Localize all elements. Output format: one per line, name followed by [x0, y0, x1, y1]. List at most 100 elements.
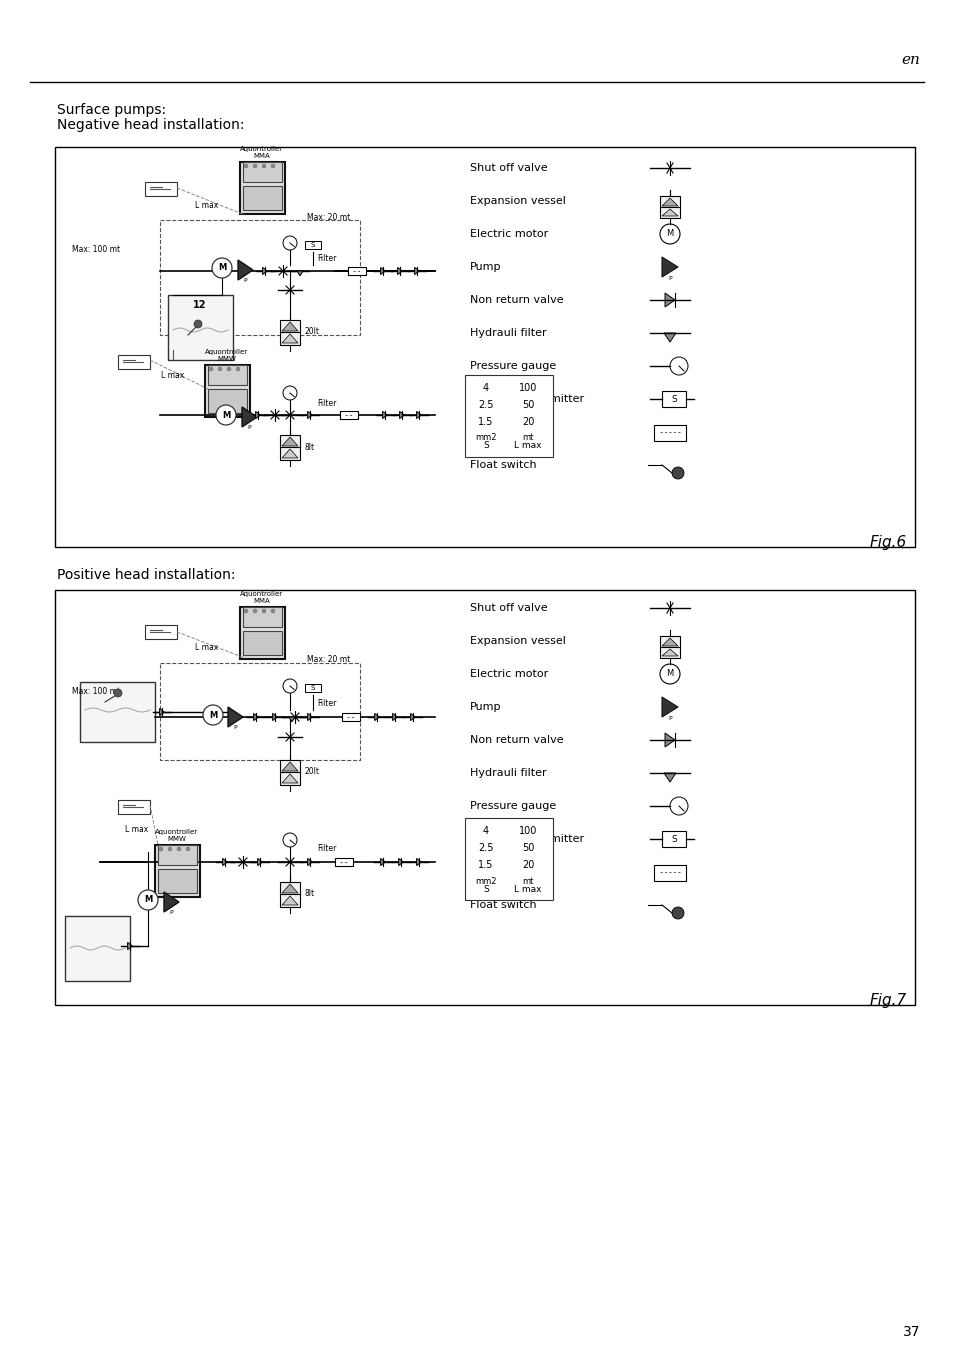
Circle shape: [186, 846, 190, 850]
Circle shape: [253, 164, 256, 168]
Circle shape: [669, 796, 687, 815]
Polygon shape: [282, 884, 297, 894]
Text: Filter: Filter: [317, 399, 336, 408]
Text: P: P: [233, 725, 237, 730]
Text: Max: 100 mt: Max: 100 mt: [71, 688, 120, 696]
Text: Shut off valve: Shut off valve: [470, 164, 547, 173]
Circle shape: [283, 237, 296, 250]
Circle shape: [203, 704, 223, 725]
Text: 4: 4: [482, 383, 489, 393]
Polygon shape: [307, 714, 312, 721]
Bar: [118, 356, 150, 369]
Bar: [661, 831, 685, 846]
Text: M: M: [222, 411, 230, 419]
Text: Pump: Pump: [470, 702, 501, 713]
Bar: [240, 607, 285, 658]
Polygon shape: [399, 411, 404, 419]
Polygon shape: [415, 268, 419, 274]
Polygon shape: [242, 407, 256, 427]
Polygon shape: [289, 717, 294, 722]
Circle shape: [262, 608, 266, 612]
Text: Pressure transmitter: Pressure transmitter: [470, 834, 583, 844]
Text: Pump: Pump: [470, 262, 501, 272]
Text: Aquontroller
MMA: Aquontroller MMA: [240, 591, 283, 604]
Bar: [145, 625, 177, 639]
Bar: [280, 320, 299, 345]
Polygon shape: [228, 707, 243, 727]
Text: L max: L max: [195, 200, 218, 210]
Text: P: P: [170, 910, 173, 915]
Text: S: S: [670, 395, 677, 403]
Bar: [339, 411, 357, 419]
Bar: [335, 859, 353, 867]
Polygon shape: [661, 210, 678, 216]
Text: Max: 100 mt: Max: 100 mt: [71, 245, 120, 254]
Circle shape: [671, 466, 683, 479]
Bar: [243, 162, 282, 183]
Polygon shape: [282, 773, 297, 783]
Polygon shape: [282, 437, 297, 446]
Text: en: en: [901, 53, 919, 68]
Polygon shape: [397, 268, 402, 274]
Text: Positive head installation:: Positive head installation:: [57, 568, 235, 581]
Text: Hydrauli filter: Hydrauli filter: [470, 768, 546, 777]
Text: S: S: [670, 834, 677, 844]
Bar: [168, 295, 233, 360]
Circle shape: [193, 320, 202, 329]
Polygon shape: [253, 714, 258, 721]
Bar: [154, 845, 200, 896]
Text: Non return valve: Non return valve: [470, 295, 563, 306]
Polygon shape: [307, 411, 312, 419]
Bar: [305, 241, 320, 249]
Text: L max: L max: [514, 884, 541, 894]
Text: Impedance coil: Impedance coil: [470, 867, 554, 877]
Bar: [118, 800, 150, 814]
Text: Electric motor: Electric motor: [470, 669, 548, 679]
Bar: [55, 147, 914, 548]
Polygon shape: [222, 859, 227, 865]
Text: 1.5: 1.5: [477, 416, 493, 427]
Text: P: P: [243, 279, 247, 283]
Polygon shape: [661, 257, 678, 277]
Bar: [243, 631, 282, 654]
Text: 4: 4: [482, 826, 489, 836]
Polygon shape: [296, 270, 303, 276]
Circle shape: [659, 664, 679, 684]
Bar: [243, 607, 282, 627]
Circle shape: [138, 890, 158, 910]
Circle shape: [271, 164, 274, 168]
Text: S: S: [311, 685, 314, 691]
Polygon shape: [416, 411, 421, 419]
Text: Max: 20 mt: Max: 20 mt: [307, 214, 350, 223]
Circle shape: [212, 258, 232, 279]
Circle shape: [218, 366, 222, 370]
Text: 8lt: 8lt: [305, 890, 314, 899]
Text: S: S: [482, 884, 488, 894]
Text: 20lt: 20lt: [305, 768, 319, 776]
Text: Impedance coil: Impedance coil: [470, 427, 554, 437]
Text: mm2: mm2: [475, 434, 497, 442]
Text: mt: mt: [521, 434, 533, 442]
Text: 50: 50: [521, 844, 534, 853]
Bar: [280, 882, 299, 907]
Circle shape: [283, 833, 296, 846]
Circle shape: [262, 164, 266, 168]
Text: Aquontroller
MMA: Aquontroller MMA: [240, 146, 283, 160]
Text: Pressure gauge: Pressure gauge: [470, 800, 556, 811]
Text: P: P: [667, 717, 671, 721]
Bar: [208, 365, 247, 385]
Bar: [65, 917, 130, 982]
Text: 12: 12: [193, 300, 207, 310]
Circle shape: [177, 846, 181, 850]
Bar: [158, 845, 196, 865]
Circle shape: [159, 846, 163, 850]
Text: 37: 37: [902, 1325, 919, 1338]
Text: Negative head installation:: Negative head installation:: [57, 118, 244, 132]
Text: Pressure transmitter: Pressure transmitter: [470, 393, 583, 404]
Polygon shape: [282, 322, 297, 331]
Text: 2.5: 2.5: [477, 400, 494, 410]
Text: Float switch: Float switch: [470, 900, 536, 910]
Text: M: M: [217, 264, 226, 273]
Text: M: M: [209, 711, 217, 719]
Polygon shape: [282, 334, 297, 343]
